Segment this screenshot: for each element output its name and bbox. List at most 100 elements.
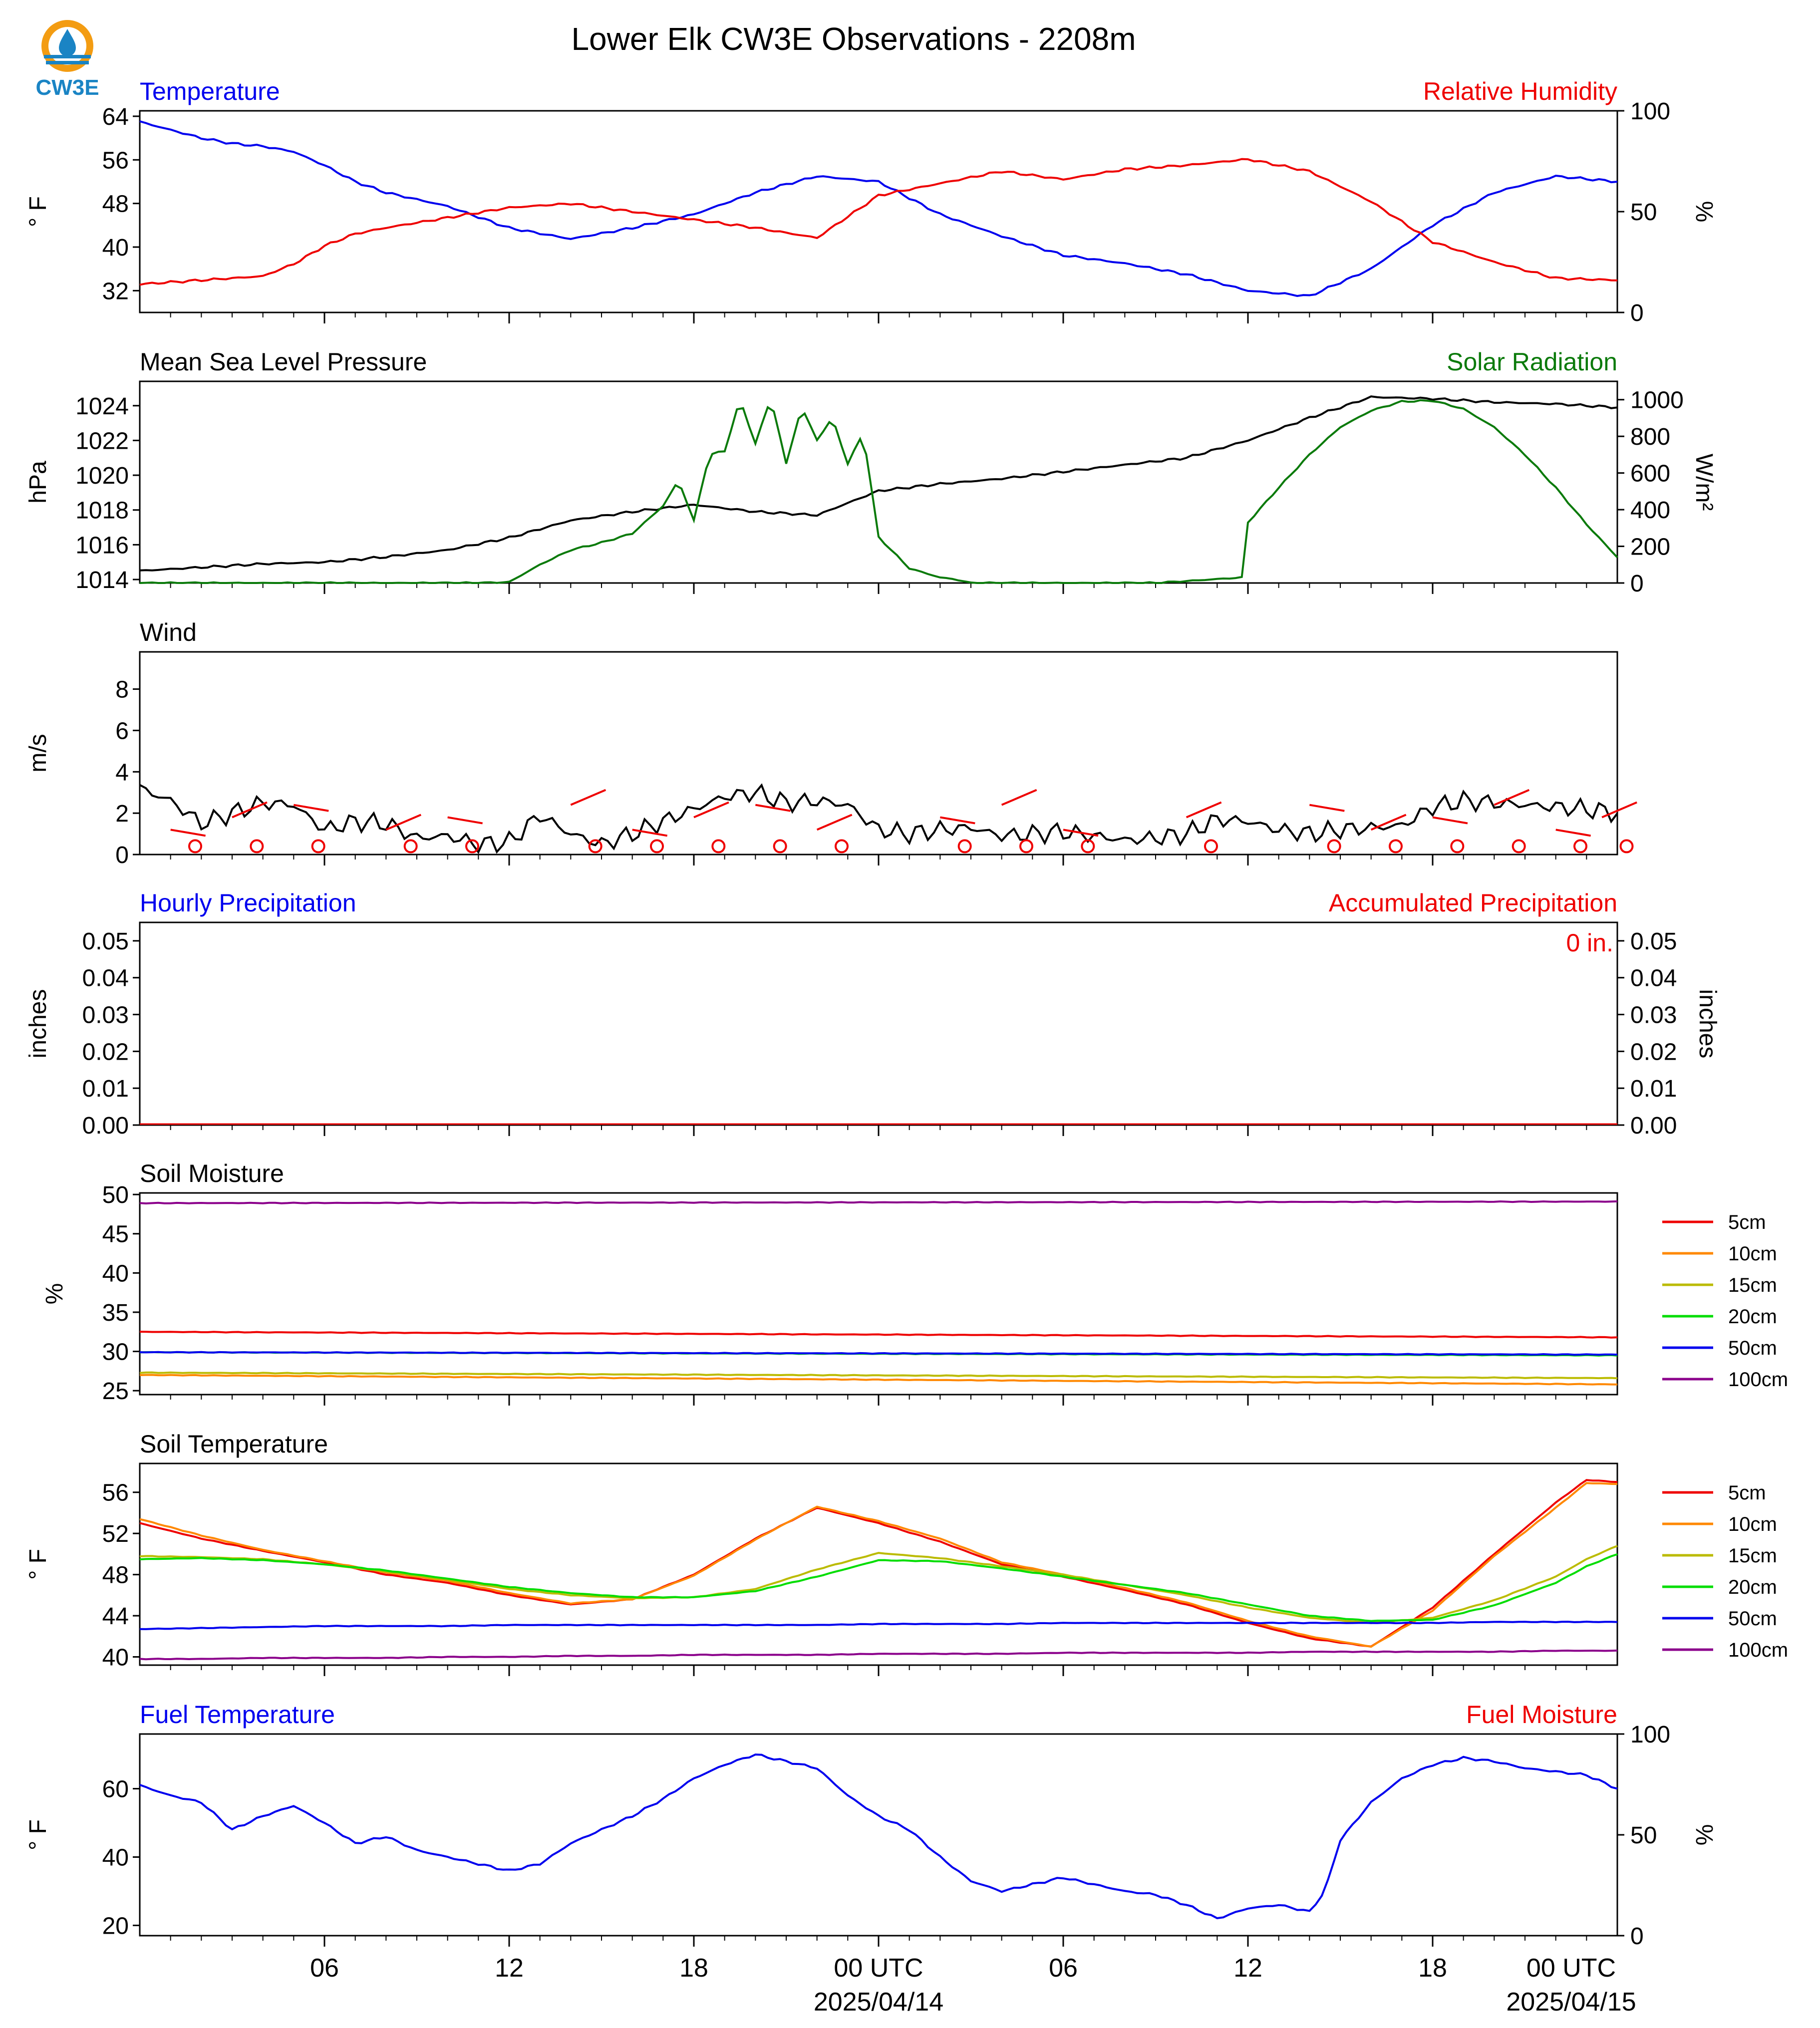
y-tick-label: 40 [102, 1260, 129, 1287]
panel-frame [139, 1192, 1618, 1396]
panel-frame [139, 921, 1618, 1126]
y2-tick-label: 100 [1630, 1722, 1670, 1748]
chart-panels: Temperature Relative Humidity3240485664° … [25, 77, 1788, 1950]
panel-frame [139, 1733, 1618, 1937]
calm-wind-marker [1512, 839, 1526, 854]
panel-right-title: Fuel Moisture [1466, 1701, 1617, 1729]
calm-wind-marker [1081, 839, 1095, 854]
y-tick-label: 20 [102, 1913, 129, 1939]
time-tick-label: 18 [679, 1954, 708, 1983]
series-line-10cm [139, 1374, 1618, 1386]
panel-5: Soil Moisture 25 30 35 40 45 50% 5cm 10cm 15cm 20c… [41, 1159, 1788, 1406]
y2-tick-label: 400 [1630, 497, 1670, 524]
calm-wind-marker [1327, 839, 1341, 854]
wind-barb [1001, 789, 1037, 806]
y2-axis-label: W/m² [1691, 454, 1717, 511]
panel-frame [139, 1462, 1618, 1666]
wind-barb [1370, 814, 1407, 831]
wind-barb [232, 801, 268, 819]
y-tick-label: 35 [102, 1300, 129, 1326]
y-tick-label: 45 [102, 1221, 129, 1248]
y2-tick-label: 0 [1630, 571, 1644, 597]
wind-barb [693, 801, 729, 819]
time-date-label: 2025/04/15 [1506, 1988, 1636, 2017]
y2-tick-label: 50 [1630, 199, 1657, 226]
y-tick-label: 8 [115, 677, 129, 703]
panel-3: Wind 0 2 4 6 8 m/s [25, 618, 1637, 869]
wind-barb [447, 816, 483, 825]
y-tick-label: 44 [102, 1603, 129, 1630]
y-tick-label: 0.01 [82, 1076, 129, 1102]
panel-frame [139, 380, 1618, 584]
y-axis-label: inches [25, 989, 51, 1059]
y-tick-label: 1018 [75, 498, 129, 524]
series-line-5cm [139, 1331, 1618, 1339]
wind-barb [385, 814, 422, 831]
series-line-solar-radiation [139, 399, 1618, 584]
y-tick-label: 4 [115, 759, 129, 786]
calm-wind-marker [650, 839, 664, 854]
wind-barb [1432, 816, 1468, 825]
y2-axis-label: % [1691, 201, 1717, 223]
y-axis-label: ° F [25, 1549, 51, 1580]
time-tick-label: 06 [1049, 1954, 1078, 1983]
calm-wind-marker [465, 839, 479, 854]
panel-frame [139, 110, 1618, 313]
time-tick-label: 00 UTC [1526, 1954, 1616, 1983]
logo-drop [59, 29, 76, 56]
y-axis-label: m/s [25, 734, 51, 772]
panel-left-title: Temperature [140, 77, 280, 105]
y-tick-label: 0.03 [82, 1002, 129, 1029]
panel-left-title: Mean Sea Level Pressure [140, 348, 427, 376]
time-tick-label: 18 [1418, 1954, 1447, 1983]
panel-6: Soil Temperature 40 44 48 52 56 ° F 5cm 10cm 15cm… [25, 1430, 1788, 1676]
y-tick-label: 0 [115, 842, 129, 869]
wind-barb [632, 829, 668, 837]
wind-barb [170, 829, 206, 837]
calm-wind-marker [1450, 839, 1465, 854]
logo-wave-2 [46, 61, 89, 64]
calm-wind-marker [250, 839, 264, 854]
calm-wind-marker [1573, 839, 1587, 854]
wind-barb [293, 804, 329, 812]
wind-barb [1063, 829, 1099, 837]
y-tick-label: 40 [102, 235, 129, 261]
legend-label: 100cm [1728, 1369, 1788, 1391]
y2-tick-label: 0 [1630, 1923, 1644, 1950]
series-line-100cm [139, 1200, 1618, 1205]
cw3e-logo: CW3E [30, 15, 105, 105]
legend-label: 5cm [1728, 1211, 1766, 1233]
y-tick-label: 1022 [75, 428, 129, 454]
y-tick-label: 6 [115, 718, 129, 744]
legend-label: 20cm [1728, 1306, 1777, 1328]
calm-wind-marker [1204, 839, 1218, 854]
cw3e-logo-graphic: CW3E [35, 20, 99, 100]
series-line-50cm [139, 1351, 1618, 1356]
panel-left-title: Wind [140, 618, 197, 646]
series-line-100cm [139, 1649, 1618, 1661]
calm-wind-marker [1619, 839, 1634, 854]
y2-tick-label: 50 [1630, 1822, 1657, 1849]
y2-tick-label: 0.04 [1630, 965, 1677, 992]
calm-wind-marker [773, 839, 787, 854]
y2-tick-label: 100 [1630, 98, 1670, 125]
series-line-temperature [139, 120, 1618, 297]
logo-text: CW3E [35, 75, 99, 100]
legend-label: 50cm [1728, 1337, 1777, 1359]
wind-barb [1555, 829, 1591, 837]
calm-wind-marker [588, 839, 603, 854]
series-line-relative-humidity [139, 158, 1618, 286]
y-tick-label: 56 [102, 1480, 129, 1506]
y2-tick-label: 0 [1630, 300, 1644, 326]
time-tick-label: 12 [1233, 1954, 1262, 1983]
wind-barb [939, 816, 975, 825]
calm-wind-marker [188, 839, 202, 854]
y-tick-label: 30 [102, 1339, 129, 1366]
series-line-15cm [139, 1545, 1618, 1624]
y-tick-label: 48 [102, 191, 129, 218]
wind-barb [1494, 789, 1530, 806]
y2-axis-label: inches [1694, 989, 1721, 1059]
wind-barb [755, 804, 791, 812]
chart-title: Lower Elk CW3E Observations - 2208m [571, 21, 1136, 57]
